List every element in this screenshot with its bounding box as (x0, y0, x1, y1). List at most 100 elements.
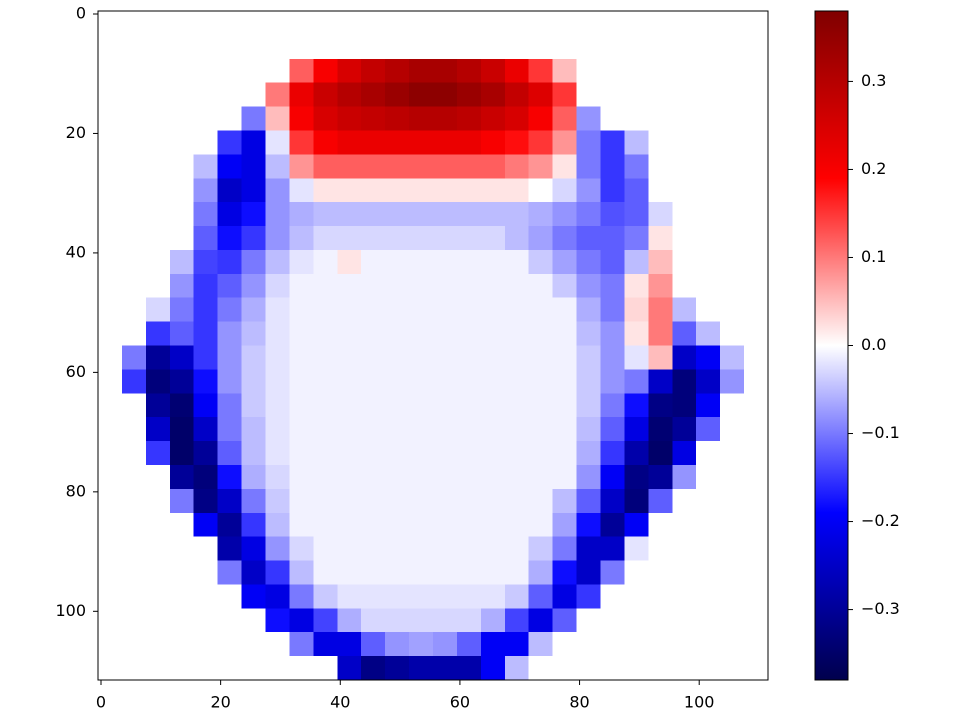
heatmap-cell (409, 536, 434, 562)
heatmap-cell (265, 369, 290, 394)
heatmap-cell (552, 417, 578, 442)
heatmap-cell (98, 464, 123, 490)
heatmap-cell (480, 464, 506, 490)
heatmap-cell (121, 154, 147, 179)
heatmap-cell (456, 632, 482, 657)
heatmap-cell (385, 608, 410, 633)
heatmap-cell (361, 608, 386, 633)
heatmap-cell (528, 11, 554, 36)
heatmap-cell (433, 82, 458, 108)
heatmap-cell (98, 512, 123, 538)
heatmap-cell (744, 202, 769, 227)
heatmap-cell (456, 11, 482, 36)
heatmap-cell (624, 512, 649, 538)
heatmap-cell (217, 82, 243, 108)
heatmap-cell (337, 82, 362, 108)
heatmap-cell (145, 656, 171, 681)
heatmap-cell (337, 154, 362, 179)
heatmap-cell (624, 226, 649, 251)
heatmap-cell (145, 297, 171, 323)
x-tick-label: 80 (569, 693, 589, 712)
heatmap-cell (672, 106, 697, 131)
heatmap-cell (145, 608, 171, 633)
heatmap-cell (385, 488, 410, 514)
heatmap-cell (433, 608, 458, 633)
heatmap-cell (169, 321, 195, 346)
heatmap-cell (744, 488, 769, 514)
heatmap-cell (456, 58, 482, 84)
heatmap-cell (696, 297, 721, 323)
heatmap-cell (217, 608, 243, 633)
heatmap-cell (145, 560, 171, 585)
heatmap-cell (528, 273, 554, 299)
heatmap-cell (576, 249, 601, 275)
heatmap-cell (145, 369, 171, 394)
heatmap-cell (456, 106, 482, 131)
heatmap-cell (289, 488, 314, 514)
heatmap-cell (433, 488, 458, 514)
heatmap-cell (720, 11, 745, 36)
heatmap-cell (480, 608, 506, 633)
heatmap-cell (433, 536, 458, 562)
heatmap-cell (720, 178, 745, 203)
heatmap-cell (456, 178, 482, 203)
heatmap-cell (385, 536, 410, 562)
heatmap-cell (265, 58, 290, 84)
heatmap-cell (480, 488, 506, 514)
heatmap-cell (504, 130, 530, 155)
heatmap-cell (361, 536, 386, 562)
heatmap-cell (552, 178, 578, 203)
heatmap-cell (313, 273, 338, 299)
heatmap-cell (121, 130, 147, 155)
heatmap-cell (193, 273, 219, 299)
heatmap-cell (528, 226, 554, 251)
heatmap-cell (433, 11, 458, 36)
heatmap-cell (624, 154, 649, 179)
colorbar-tick-label: 0.1 (861, 247, 886, 266)
heatmap-cell (720, 34, 745, 60)
heatmap-cell (744, 178, 769, 203)
heatmap-cell (480, 656, 506, 681)
heatmap-cell (265, 226, 290, 251)
heatmap-cell (552, 488, 578, 514)
heatmap-cell (480, 249, 506, 275)
heatmap-cell (265, 417, 290, 442)
heatmap-cell (600, 249, 625, 275)
heatmap-cell (720, 226, 745, 251)
heatmap-cell (576, 584, 601, 609)
heatmap-cell (169, 393, 195, 418)
heatmap-cell (744, 536, 769, 562)
heatmap-cell (552, 249, 578, 275)
heatmap-cell (145, 11, 171, 36)
heatmap-cell (169, 154, 195, 179)
heatmap-cell (409, 321, 434, 346)
heatmap-cell (169, 656, 195, 681)
heatmap-cell (744, 34, 769, 60)
heatmap-cell (385, 178, 410, 203)
heatmap-cell (672, 632, 697, 657)
heatmap-cell (217, 464, 243, 490)
heatmap-cell (193, 560, 219, 585)
heatmap-cell (624, 345, 649, 370)
heatmap-cell (193, 656, 219, 681)
heatmap-cell (361, 58, 386, 84)
heatmap-cell (672, 536, 697, 562)
heatmap-cell (361, 106, 386, 131)
heatmap-cell (145, 249, 171, 275)
heatmap-cell (648, 178, 673, 203)
heatmap-cell (217, 512, 243, 538)
heatmap-cell (624, 393, 649, 418)
heatmap-cell (217, 297, 243, 323)
heatmap-cell (289, 393, 314, 418)
heatmap-cell (504, 202, 530, 227)
heatmap-cell (504, 417, 530, 442)
heatmap-cell (433, 130, 458, 155)
heatmap-cell (552, 58, 578, 84)
y-tick-label: 80 (66, 481, 86, 500)
heatmap-cell (289, 154, 314, 179)
heatmap-cell (504, 106, 530, 131)
x-tick-label: 0 (96, 693, 106, 712)
heatmap-cell (552, 226, 578, 251)
heatmap-cell (98, 82, 123, 108)
heatmap-cell (337, 178, 362, 203)
